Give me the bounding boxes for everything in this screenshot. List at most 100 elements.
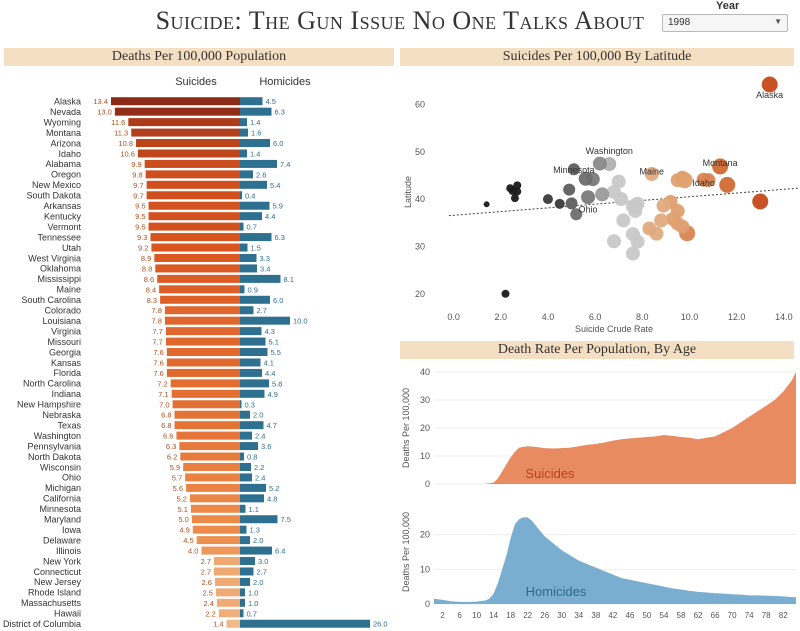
suicide-bar xyxy=(157,274,240,283)
state-label: Utah xyxy=(62,243,81,253)
homicide-bar xyxy=(240,379,269,388)
age-x-tick: 34 xyxy=(574,611,583,620)
homicide-value-label: 6.4 xyxy=(275,547,285,556)
state-label: Wisconsin xyxy=(40,462,81,472)
homicide-bar xyxy=(240,170,253,179)
homicides-column-label: Homicides xyxy=(259,76,311,88)
homicide-y-tick: 20 xyxy=(420,530,430,540)
homicide-value-label: 26.0 xyxy=(373,620,388,629)
state-point xyxy=(542,194,553,205)
state-label: Georgia xyxy=(49,347,81,357)
suicide-value-label: 9.2 xyxy=(138,244,148,253)
homicide-bar xyxy=(240,139,270,148)
suicide-bar xyxy=(170,379,240,388)
state-label: Iowa xyxy=(62,525,81,535)
homicide-value-label: 4.8 xyxy=(267,494,277,503)
homicide-value-label: 10.0 xyxy=(293,317,308,326)
homicide-value-label: 2.0 xyxy=(253,578,263,587)
age-panel-header: Death Rate Per Population, By Age xyxy=(400,341,794,359)
suicide-value-label: 8.9 xyxy=(141,254,151,263)
suicide-value-label: 5.1 xyxy=(177,505,187,514)
state-point xyxy=(625,246,640,261)
state-label: Missouri xyxy=(47,337,81,347)
homicide-value-label: 5.1 xyxy=(269,338,279,347)
suicide-value-label: 5.0 xyxy=(178,515,188,524)
state-point xyxy=(513,181,522,190)
chevron-down-icon: ▼ xyxy=(774,17,782,26)
state-label: Pennsylvania xyxy=(27,441,81,451)
suicide-value-label: 10.6 xyxy=(120,149,135,158)
suicide-bar xyxy=(185,473,240,482)
state-annotation: Alaska xyxy=(756,90,783,100)
homicide-value-label: 5.9 xyxy=(273,202,283,211)
homicide-value-label: 0.3 xyxy=(245,400,255,409)
homicide-bar xyxy=(240,191,242,200)
homicide-bar xyxy=(240,389,265,398)
state-label: California xyxy=(43,494,81,504)
state-point xyxy=(563,183,576,196)
suicide-bar xyxy=(179,442,240,451)
suicide-series-label: Suicides xyxy=(525,466,575,481)
homicide-bar xyxy=(240,128,248,137)
suicide-bar xyxy=(196,536,240,545)
scatter-x-tick: 8.0 xyxy=(636,312,649,322)
state-annotation: Maine xyxy=(639,166,664,176)
state-point xyxy=(719,176,736,193)
state-label: Kentucky xyxy=(44,211,82,221)
suicide-bar xyxy=(174,410,240,419)
state-label: Indiana xyxy=(51,389,81,399)
suicide-bar xyxy=(180,452,240,461)
suicide-bar xyxy=(136,139,240,148)
state-label: Idaho xyxy=(58,149,81,159)
scatter-y-tick: 20 xyxy=(415,289,425,299)
age-x-tick: 26 xyxy=(540,611,549,620)
homicide-bar xyxy=(240,180,267,189)
homicide-y-tick: 10 xyxy=(420,564,430,574)
suicide-value-label: 7.7 xyxy=(152,327,162,336)
state-label: Ohio xyxy=(62,473,81,483)
age-x-tick: 54 xyxy=(660,611,669,620)
homicide-value-label: 2.0 xyxy=(253,536,263,545)
suicide-value-label: 9.5 xyxy=(135,212,145,221)
homicide-value-label: 4.7 xyxy=(267,421,277,430)
homicide-value-label: 2.4 xyxy=(255,432,265,441)
year-select[interactable]: 1998 ▼ xyxy=(662,14,788,32)
homicide-bar xyxy=(240,118,247,127)
suicide-bar xyxy=(216,598,240,607)
suicide-bar xyxy=(144,159,240,168)
state-point xyxy=(510,194,519,203)
homicide-value-label: 2.7 xyxy=(257,306,267,315)
suicide-bar xyxy=(151,243,240,252)
homicide-bar xyxy=(240,598,245,607)
homicide-value-label: 1.0 xyxy=(248,599,258,608)
suicide-value-label: 5.2 xyxy=(177,494,187,503)
year-filter-label: Year xyxy=(716,0,740,12)
homicide-bar xyxy=(240,421,264,430)
suicide-bar xyxy=(150,233,240,242)
suicide-bar xyxy=(137,149,240,158)
homicide-value-label: 4.4 xyxy=(265,212,275,221)
state-label: Maine xyxy=(56,285,81,295)
homicide-value-label: 2.0 xyxy=(253,411,263,420)
suicide-value-label: 13.4 xyxy=(93,97,108,106)
suicide-value-label: 9.3 xyxy=(137,233,147,242)
state-point xyxy=(670,173,685,188)
suicide-bar xyxy=(214,567,240,576)
suicide-bar xyxy=(165,337,240,346)
homicide-value-label: 4.9 xyxy=(268,390,278,399)
suicide-bar xyxy=(191,515,240,524)
suicide-value-label: 10.8 xyxy=(118,139,133,148)
homicide-value-label: 6.3 xyxy=(275,233,285,242)
suicide-bar xyxy=(148,201,240,210)
homicide-value-label: 8.1 xyxy=(284,275,294,284)
state-label: New Jersey xyxy=(34,577,82,587)
suicide-value-label: 7.6 xyxy=(153,358,163,367)
state-label: Illinois xyxy=(56,546,82,556)
homicide-value-label: 0.9 xyxy=(248,285,258,294)
state-label: South Dakota xyxy=(26,191,81,201)
scatter-x-tick: 2.0 xyxy=(495,312,508,322)
state-point xyxy=(611,174,626,189)
scatter-x-tick: 0.0 xyxy=(447,312,460,322)
homicide-bar xyxy=(240,295,270,304)
state-point xyxy=(567,163,580,176)
